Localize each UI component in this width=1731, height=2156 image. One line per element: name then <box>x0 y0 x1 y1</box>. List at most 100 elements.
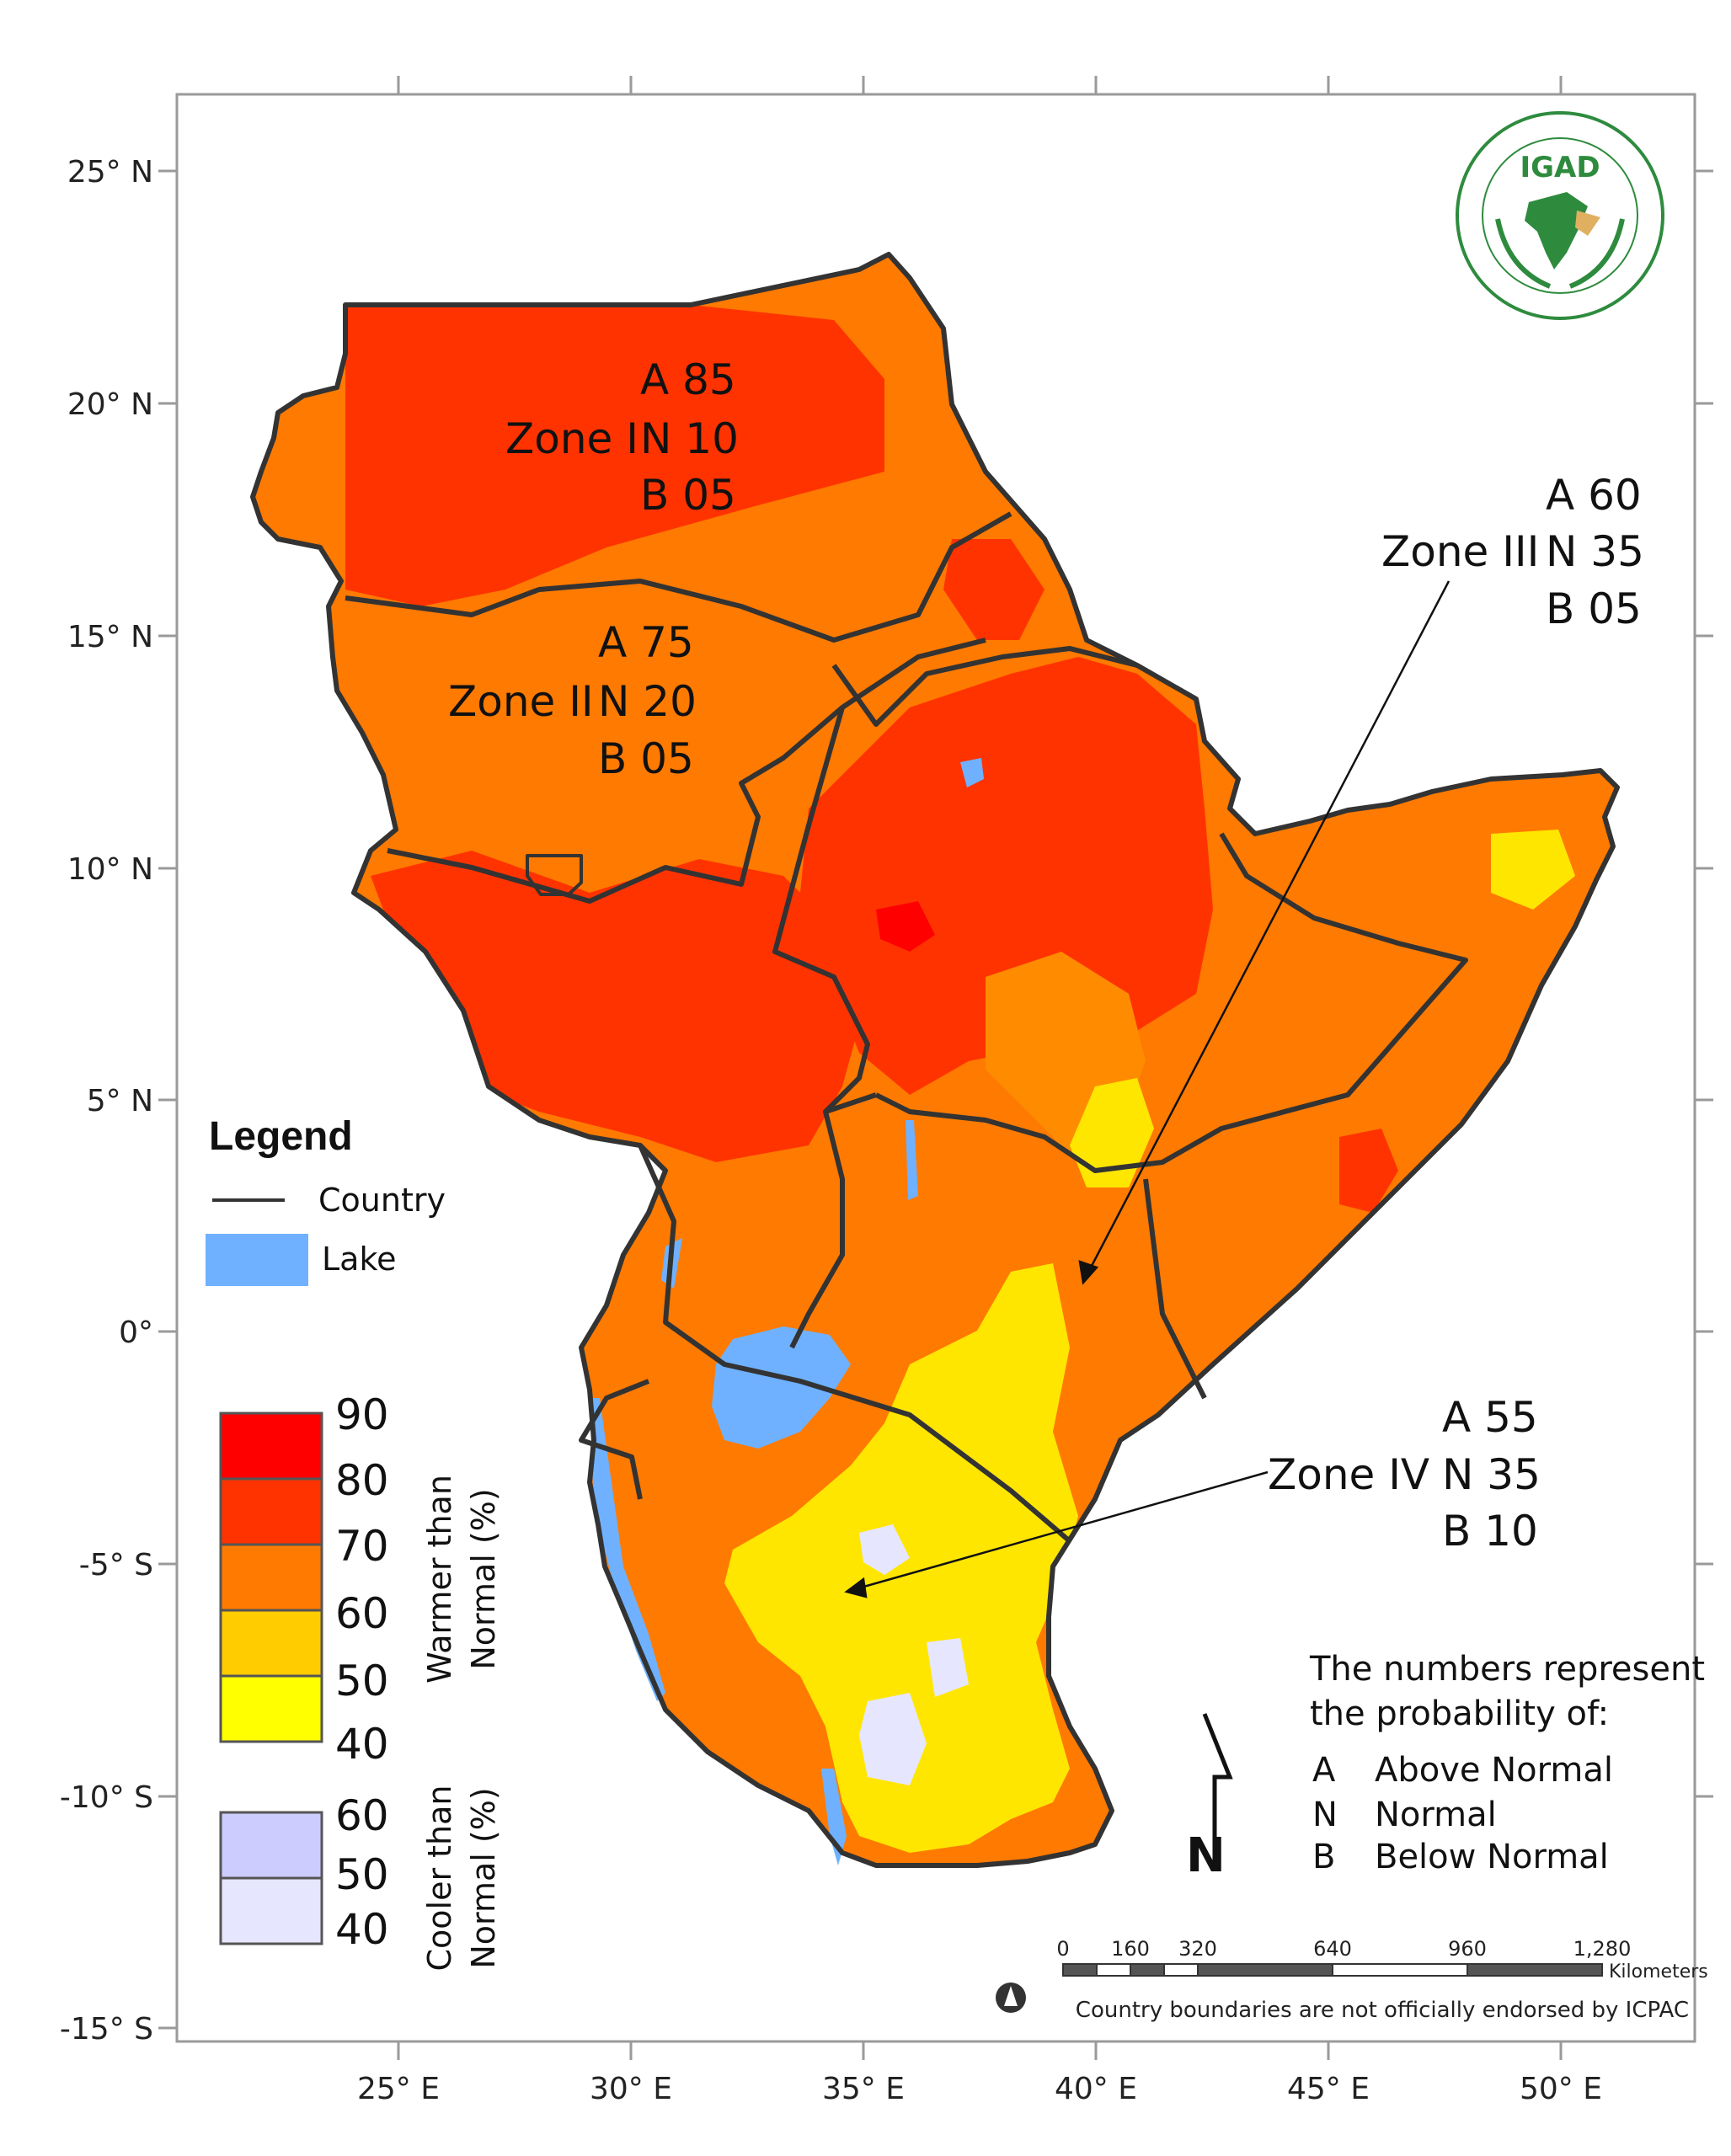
lat-label: 25° N <box>67 155 153 189</box>
axis-ticks <box>158 76 1713 2060</box>
zone1-b: B 05 <box>640 471 736 520</box>
warm-swatch-40-50 <box>219 1674 323 1743</box>
zone3-name: Zone III <box>1381 527 1539 576</box>
warm-70-80-region-north <box>345 305 884 606</box>
warm-50-60-region-kenya <box>1070 1078 1154 1187</box>
cool-40-50-region <box>859 1524 910 1575</box>
logo-inner-ring <box>1482 137 1638 294</box>
lat-label: 20° N <box>67 387 153 422</box>
lake-tana <box>960 758 984 787</box>
lat-label: 10° N <box>67 852 153 887</box>
north-label: N <box>1186 1828 1226 1883</box>
scale-ticks: 0 160 320 640 960 1,280 <box>1056 1937 1631 1961</box>
warm-tick: 40 <box>335 1720 389 1769</box>
warm-tick: 60 <box>335 1589 389 1638</box>
lake-tanganyika <box>590 1398 665 1701</box>
logo-title: IGAD <box>1520 151 1600 184</box>
cool-scale-ticks: 60 50 40 <box>335 1791 389 1954</box>
warm-70-80-region-somalia <box>1339 1129 1398 1213</box>
key-letter-b: B <box>1312 1838 1335 1876</box>
cool-tick: 50 <box>335 1850 389 1899</box>
warm-tick: 70 <box>335 1522 389 1571</box>
igad-logo: IGAD <box>1456 111 1664 320</box>
lat-label: -5° S <box>79 1548 153 1582</box>
zone2-name: Zone II <box>448 677 594 726</box>
warm-swatch-60-70 <box>219 1543 323 1612</box>
zone2-n: N 20 <box>598 677 697 726</box>
key-heading-line1: The numbers represent <box>1309 1650 1705 1689</box>
country-borders <box>250 252 1620 1868</box>
key-text-normal: Normal <box>1375 1796 1497 1834</box>
scale-tick: 1,280 <box>1573 1937 1632 1961</box>
longitude-labels: 25° E 30° E 35° E 40° E 45° E 50° E <box>357 2072 1602 2106</box>
cool-tick: 60 <box>335 1791 389 1840</box>
legend-lake-swatch <box>206 1234 308 1286</box>
warm-swatch-50-60 <box>219 1609 323 1678</box>
cool-swatch-40-50 <box>219 1876 323 1945</box>
laurel-left-icon <box>1495 218 1552 289</box>
cool-scale-label: Cooler than Normal (%) <box>421 1785 502 1971</box>
lat-label: 15° N <box>67 620 153 654</box>
warm-70-80-region-south-sudan <box>371 851 868 1162</box>
warm-swatch-70-80 <box>219 1477 323 1546</box>
warm-tick: 80 <box>335 1456 389 1505</box>
scale-unit: Kilometers <box>1609 1961 1708 1983</box>
warm-80-90-region <box>876 901 935 952</box>
zone4-name: Zone IV <box>1268 1450 1429 1499</box>
cool-swatch-50-60 <box>219 1811 323 1880</box>
legend: Legend Country Lake 90 80 70 60 50 40 Wa… <box>206 1114 502 1972</box>
warm-scale-label-line1: Warmer than <box>421 1475 458 1684</box>
latitude-labels: 25° N 20° N 15° N 10° N 5° N 0° -5° S -1… <box>60 155 153 2047</box>
africa-silhouette-icon <box>1525 192 1588 270</box>
lake-victoria <box>712 1326 851 1449</box>
warm-70-80-region-eritrea <box>943 539 1044 640</box>
north-arrow-icon: N <box>1186 1713 1233 1883</box>
zone4-arrowhead <box>844 1577 868 1598</box>
legend-country-label: Country <box>318 1182 446 1219</box>
zone4-a: A 55 <box>1442 1393 1538 1442</box>
lat-label: 0° <box>119 1315 153 1350</box>
lon-label: 25° E <box>357 2072 440 2106</box>
zone3-leader-line <box>1089 580 1451 1268</box>
zone1-a: A 85 <box>640 355 736 404</box>
cool-40-50-region <box>927 1638 969 1697</box>
warm-scale-label: Warmer than Normal (%) <box>421 1475 502 1684</box>
warm-scale-label-line2: Normal (%) <box>465 1488 502 1669</box>
zone-labels: A 85 Zone I N 10 B 05 A 75 Zone II N 20 … <box>448 355 1644 1556</box>
warm-scale-ticks: 90 80 70 60 50 40 <box>335 1390 389 1769</box>
scale-tick: 0 <box>1056 1937 1069 1961</box>
scale-segments <box>1062 1963 1603 1977</box>
lon-label: 35° E <box>822 2072 905 2106</box>
key-letter-n: N <box>1312 1796 1338 1834</box>
zone3-a: A 60 <box>1546 471 1642 520</box>
scale-tick: 160 <box>1111 1937 1150 1961</box>
lon-label: 45° E <box>1287 2072 1370 2106</box>
zone2-b: B 05 <box>598 734 694 783</box>
key-text-above-normal: Above Normal <box>1375 1751 1613 1790</box>
lat-label: -15° S <box>60 2012 153 2047</box>
legend-title: Legend <box>209 1114 353 1159</box>
scale-tick: 960 <box>1448 1937 1487 1961</box>
zone4-n: N 35 <box>1442 1450 1541 1499</box>
warm-tick: 90 <box>335 1390 389 1439</box>
zone1-n: N 10 <box>640 414 739 463</box>
warm-tick: 50 <box>335 1657 389 1705</box>
zone1-name: Zone I <box>505 414 638 463</box>
lon-label: 30° E <box>590 2072 672 2106</box>
zone4-leader-line <box>860 1470 1269 1589</box>
warm-50-60-region-somalia <box>1491 830 1575 910</box>
cool-40-50-region <box>859 1693 927 1785</box>
zone3-n: N 35 <box>1546 527 1644 576</box>
key-heading-line2: the probability of: <box>1310 1694 1609 1733</box>
lat-label: 5° N <box>87 1084 153 1118</box>
key-letter-a: A <box>1312 1751 1336 1790</box>
zone4-b: B 10 <box>1442 1507 1538 1556</box>
scale-tick: 640 <box>1313 1937 1352 1961</box>
laurel-right-icon <box>1568 218 1625 289</box>
scale-tick: 320 <box>1178 1937 1217 1961</box>
cool-tick: 40 <box>335 1905 389 1954</box>
warm-color-scale <box>219 1412 323 1743</box>
lon-label: 50° E <box>1520 2072 1602 2106</box>
